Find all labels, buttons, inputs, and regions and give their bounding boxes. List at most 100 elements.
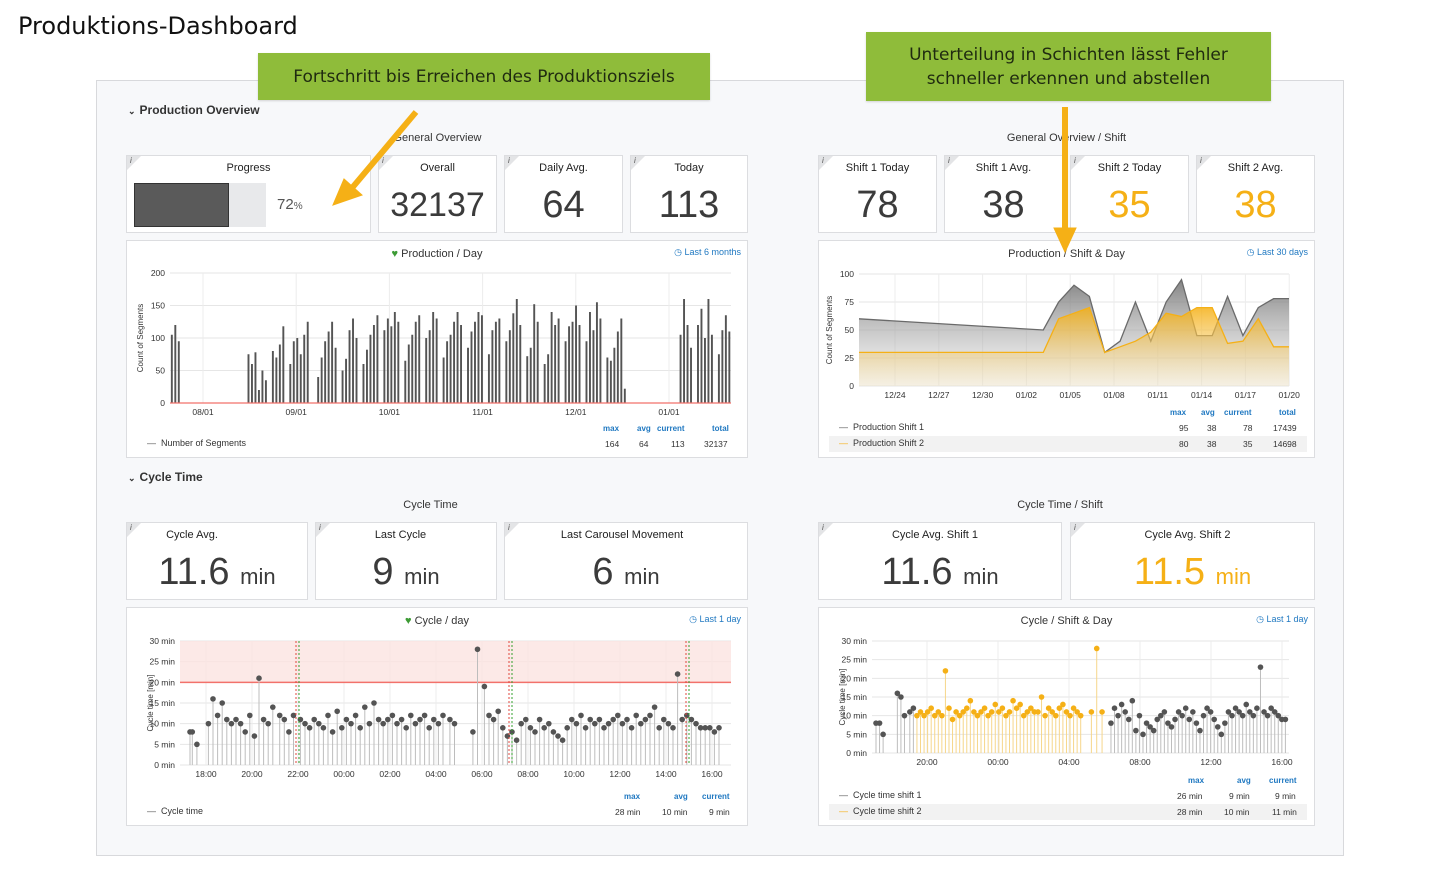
stat-title: Daily Avg. (539, 162, 588, 174)
panel-title[interactable]: Cycle / Shift & Day (1020, 615, 1113, 627)
legend-header-max: max (1188, 776, 1205, 785)
legend-header-current: current (702, 792, 730, 801)
data-point (214, 712, 221, 719)
time-range[interactable]: ◷ Last 1 day (689, 614, 741, 624)
data-point (1108, 720, 1114, 726)
data-point (1010, 697, 1016, 704)
info-corner[interactable] (819, 156, 833, 170)
data-point (325, 712, 331, 719)
bar (557, 318, 560, 403)
data-point (1172, 716, 1178, 723)
bar (397, 321, 400, 403)
legend-header-max: max (603, 424, 620, 433)
data-point (946, 705, 952, 711)
data-point (1247, 709, 1253, 715)
time-range[interactable]: ◷ Last 30 days (1246, 247, 1308, 257)
bar (529, 347, 532, 403)
panel-title[interactable]: ♥ Cycle / day (404, 615, 469, 627)
stat-value: 78 (856, 184, 899, 226)
stat-value: 6 min (592, 551, 660, 593)
row-production-overview[interactable]: ⌄ Production Overview (128, 103, 260, 117)
legend-value: 9 min (1275, 791, 1296, 801)
bar (334, 347, 337, 403)
legend-series-shift1[interactable]: — Production Shift 1 (839, 422, 925, 432)
data-point (398, 716, 405, 723)
data-point (205, 720, 212, 727)
cycle-shift-chart: 0 min 5 min 10 min 15 min 20 min 25 min 30 min… (838, 636, 1293, 767)
data-point (1111, 705, 1118, 711)
info-corner[interactable] (127, 156, 141, 170)
panel-title[interactable]: Production / Shift & Day (1008, 248, 1125, 260)
info-corner[interactable] (1197, 156, 1211, 170)
y-tick-label: 25 (845, 353, 855, 363)
bar (386, 318, 389, 403)
data-point (1186, 716, 1193, 723)
data-point (233, 716, 239, 723)
bar (296, 338, 299, 403)
data-point (1013, 705, 1020, 711)
info-corner[interactable] (1071, 156, 1085, 170)
bar (599, 318, 602, 403)
info-corner[interactable] (505, 156, 519, 170)
data-point (290, 712, 297, 719)
info-corner[interactable] (127, 523, 141, 537)
data-point (638, 720, 644, 727)
data-point (587, 716, 593, 723)
legend-series-shift1[interactable]: — Cycle time shift 1 (839, 790, 922, 800)
x-tick-label: 12/24 (884, 390, 906, 400)
data-point (362, 704, 368, 710)
info-corner[interactable] (1071, 523, 1085, 537)
data-point (417, 716, 423, 723)
panel-title[interactable]: ♥ Production / Day (391, 248, 483, 260)
bar (595, 302, 598, 403)
data-point (536, 716, 543, 723)
bar (432, 312, 435, 403)
data-point (334, 708, 340, 715)
data-point (697, 725, 704, 731)
legend-row-highlight (829, 436, 1307, 452)
stat-title: Cycle Avg. Shift 1 (891, 529, 978, 541)
legend-row-highlight (829, 804, 1307, 820)
legend-value: 32137 (704, 439, 728, 449)
info-corner[interactable] (505, 523, 519, 537)
data-point (670, 725, 676, 731)
x-tick-label: 10/01 (379, 407, 401, 417)
x-tick-label: 11/01 (472, 407, 493, 417)
data-point (974, 712, 981, 719)
data-point (1193, 720, 1200, 726)
bar (352, 318, 354, 403)
info-corner[interactable] (316, 523, 330, 537)
data-point (403, 725, 410, 731)
data-point (939, 712, 945, 719)
bar (700, 308, 703, 403)
bar (449, 334, 452, 403)
legend-series[interactable]: — Number of Segments (147, 438, 247, 448)
bar (446, 341, 449, 403)
x-tick-label: 01/02 (1016, 390, 1038, 400)
x-tick-label: 18:00 (195, 769, 217, 779)
info-corner[interactable] (945, 156, 959, 170)
legend-series-shift2[interactable]: — Cycle time shift 2 (839, 806, 922, 816)
legend-header-max: max (1170, 408, 1187, 417)
stat-title: Shift 2 Today (1097, 162, 1162, 174)
data-point (1129, 697, 1136, 704)
row-cycle-time[interactable]: ⌄ Cycle Time (128, 470, 203, 484)
data-point (486, 712, 492, 719)
info-corner[interactable] (819, 523, 833, 537)
data-point (518, 720, 524, 727)
time-range[interactable]: ◷ Last 6 months (674, 247, 741, 257)
legend-series[interactable]: — Cycle time (147, 806, 204, 816)
x-tick-label: 12:00 (1200, 757, 1222, 767)
time-range[interactable]: ◷ Last 1 day (1256, 614, 1308, 624)
data-point (1133, 727, 1139, 734)
legend-series-shift2[interactable]: — Production Shift 2 (839, 438, 925, 448)
cycle-avg-shift1-stat-panel: i Cycle Avg. Shift 1 11.6 min (818, 522, 1062, 600)
bar (362, 364, 365, 403)
shift2-today-stat-panel: i Shift 2 Today 35 (1070, 155, 1189, 233)
data-point (339, 725, 345, 731)
bar (487, 354, 490, 403)
stat-title: Progress (226, 162, 271, 174)
info-corner[interactable] (631, 156, 645, 170)
info-icon: i (1200, 156, 1202, 165)
data-point (555, 733, 561, 739)
